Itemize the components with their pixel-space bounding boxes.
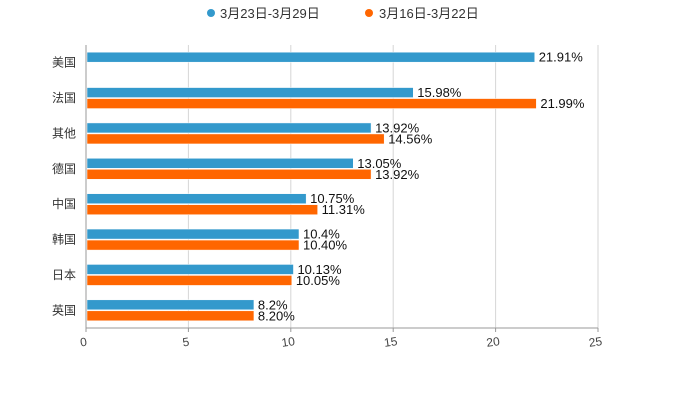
- legend: 3月23日-3月29日 3月16日-3月22日: [207, 6, 479, 21]
- bar-2-1: [86, 98, 537, 109]
- category-label-5: 韩国: [52, 232, 76, 247]
- legend-marker-1: [207, 9, 215, 17]
- bar-1-4: [86, 193, 307, 204]
- x-tick-label-5: 5: [182, 335, 191, 350]
- bar-1-1: [86, 87, 414, 98]
- data-label-2-1: 21.99%: [540, 96, 585, 111]
- x-tick-label-25: 25: [588, 334, 603, 350]
- data-label-1-4: 10.75%: [310, 191, 355, 206]
- bar-1-5: [86, 228, 300, 240]
- x-tick-label-0: 0: [79, 335, 88, 350]
- legend-label-1: 3月23日-3月29日: [220, 6, 320, 21]
- bar-2-4: [86, 204, 318, 215]
- category-label-0: 美国: [52, 56, 76, 70]
- data-label-1-1: 15.98%: [417, 85, 462, 100]
- x-tick-label-20: 20: [485, 334, 500, 350]
- category-label-7: 英国: [52, 303, 76, 317]
- x-tick-label-15: 15: [383, 334, 398, 350]
- category-label-1: 法国: [52, 91, 76, 105]
- category-label-2: 其他: [52, 126, 76, 140]
- data-label-1-2: 13.92%: [375, 120, 420, 135]
- category-label-3: 德国: [52, 161, 76, 176]
- data-label-1-5: 10.4%: [303, 227, 340, 242]
- bar-1-0: [86, 51, 535, 63]
- bar-2-5: [86, 239, 300, 251]
- category-label-6: 日本: [52, 268, 76, 282]
- data-label-1-6: 10.13%: [297, 262, 342, 277]
- data-labels: 21.91%15.98%21.99%13.92%14.56%13.05%13.9…: [258, 50, 585, 324]
- data-label-2-6: 10.05%: [296, 273, 341, 288]
- bars: [86, 51, 537, 322]
- bar-2-3: [86, 169, 372, 180]
- data-label-1-7: 8.2%: [258, 297, 288, 312]
- legend-label-2: 3月16日-3月22日: [379, 6, 479, 21]
- data-label-1-3: 13.05%: [357, 156, 402, 171]
- bar-2-7: [86, 310, 255, 322]
- data-label-2-2: 14.56%: [388, 131, 433, 146]
- data-label-2-5: 10.40%: [303, 238, 348, 253]
- data-label-2-7: 8.20%: [258, 308, 295, 323]
- bar-1-7: [86, 299, 255, 311]
- bar-2-6: [86, 275, 293, 286]
- bar-1-2: [86, 122, 372, 134]
- bar-1-6: [86, 264, 294, 275]
- data-label-1-0: 21.91%: [539, 50, 584, 65]
- data-label-2-3: 13.92%: [375, 167, 420, 182]
- legend-marker-2: [365, 9, 373, 17]
- bar-1-3: [86, 158, 354, 169]
- data-label-2-4: 11.31%: [322, 202, 366, 217]
- category-label-4: 中国: [52, 196, 76, 211]
- bar-2-2: [86, 133, 385, 145]
- x-tick-label-10: 10: [281, 334, 296, 350]
